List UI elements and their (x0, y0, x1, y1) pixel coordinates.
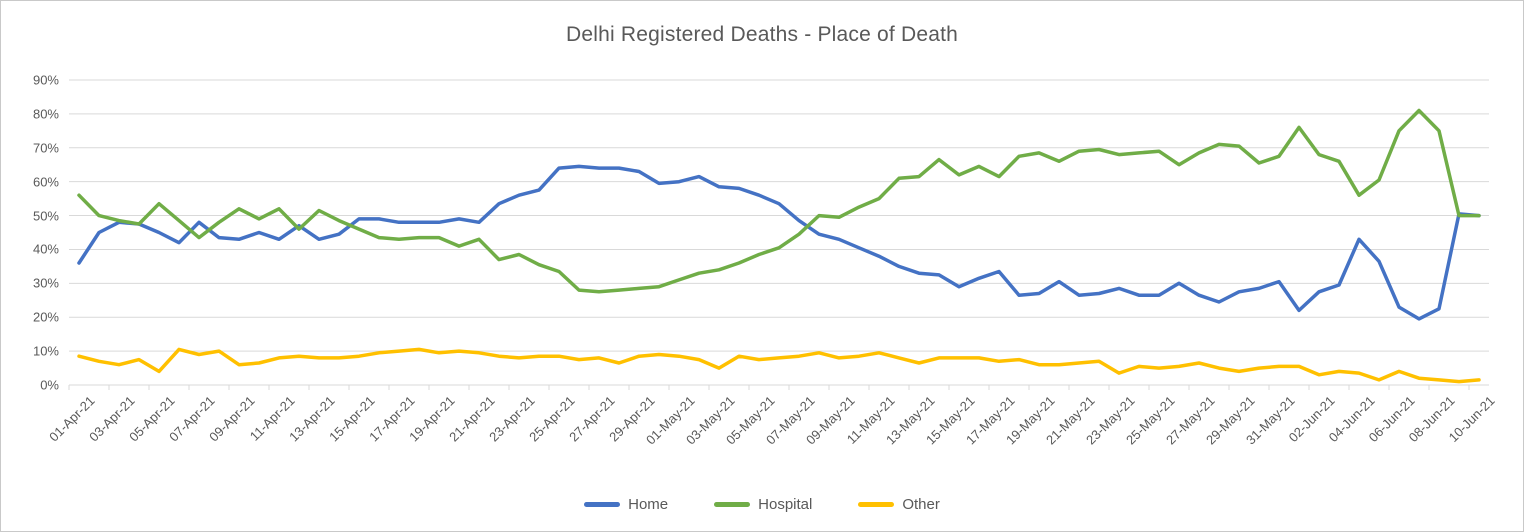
y-axis-tick-label: 0% (40, 377, 59, 393)
series-line-home (77, 164, 1481, 321)
legend-item-other: Other (858, 496, 940, 513)
legend-item-hospital: Hospital (714, 496, 812, 513)
other-line-swatch (858, 502, 895, 507)
y-axis-tick-label: 30% (32, 275, 59, 291)
series-line-other (77, 347, 1481, 384)
y-axis-tick-label: 90% (32, 72, 59, 88)
y-axis-tick-label: 70% (32, 140, 59, 156)
y-axis-tick-label: 80% (32, 106, 59, 122)
y-axis-tick-label: 10% (32, 343, 59, 359)
y-axis-tick-label: 40% (32, 241, 59, 257)
legend-label-other: Other (902, 496, 940, 513)
legend-label-home: Home (628, 496, 669, 513)
y-axis-tick-label: 20% (32, 309, 59, 325)
y-axis-tick-label: 50% (32, 208, 59, 224)
series-line-hospital (77, 108, 1481, 294)
legend-label-hospital: Hospital (758, 496, 813, 513)
home-line-swatch (584, 502, 621, 507)
chart-title: Delhi Registered Deaths - Place of Death (565, 23, 959, 46)
y-axis-tick-label: 60% (32, 174, 59, 190)
legend-item-home: Home (584, 496, 668, 513)
legend: Home Hospital Other (1, 496, 1523, 513)
hospital-line-swatch (714, 502, 751, 507)
